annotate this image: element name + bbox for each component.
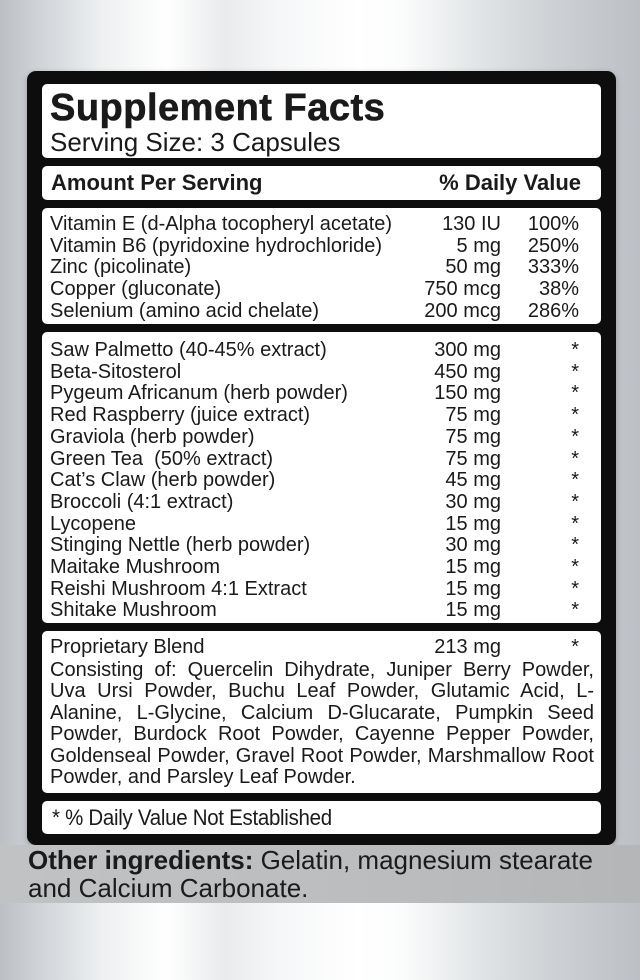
ingredient-daily-value: * bbox=[571, 404, 579, 427]
ingredient-name: Green Tea (50% extract) bbox=[50, 448, 274, 470]
ingredient-amount: 15 mg bbox=[445, 512, 501, 535]
ingredient-amount: 300 mg bbox=[434, 339, 501, 361]
serving-size-text: Serving Size: 3 Capsules bbox=[50, 127, 341, 157]
other-ingredients-value: Gelatin, magnesium stearate and Calcium … bbox=[28, 845, 593, 903]
ingredient-name: Vitamin E (d-Alpha tocopheryl acetate) bbox=[50, 214, 393, 235]
ingredient-daily-value: * bbox=[571, 339, 579, 361]
ingredient-row: Copper (gluconate) 750 mcg 38% bbox=[42, 278, 601, 301]
ingredient-name: Beta-Sitosterol bbox=[50, 361, 182, 383]
ingredient-daily-value: * bbox=[571, 382, 579, 405]
proprietary-blend-section: Proprietary Blend 213 mg * Consisting of… bbox=[42, 631, 601, 793]
ingredient-name: Proprietary Blend bbox=[50, 637, 205, 658]
ingredient-name: Pygeum Africanum (herb powder) bbox=[50, 383, 348, 405]
ingredient-row: Saw Palmetto (40-45% extract) 300 mg * bbox=[42, 339, 601, 362]
ingredient-daily-value: * bbox=[571, 447, 579, 470]
ingredient-amount: 150 mg bbox=[434, 382, 501, 405]
ingredient-name: Selenium (amino acid chelate) bbox=[50, 300, 320, 322]
ingredient-amount: 45 mg bbox=[445, 469, 501, 492]
ingredient-row: Stinging Nettle (herb powder) 30 mg * bbox=[42, 535, 601, 557]
ingredient-daily-value: * bbox=[571, 636, 579, 658]
ingredient-name: Shitake Mushroom bbox=[50, 600, 217, 622]
ingredient-daily-value: * bbox=[571, 534, 579, 557]
proprietary-blend-description: Consisting of: Quercelin Dihydrate, Juni… bbox=[50, 658, 594, 789]
ingredient-name: Maitake Mushroom bbox=[50, 557, 221, 579]
ingredient-row: Lycopene 15 mg * bbox=[42, 512, 601, 536]
ingredient-amount: 75 mg bbox=[445, 447, 501, 470]
proprietary-blend-row-container: Proprietary Blend 213 mg * bbox=[42, 636, 601, 659]
ingredient-row: Beta-Sitosterol 450 mg * bbox=[42, 360, 601, 384]
ingredient-row: Vitamin E (d-Alpha tocopheryl acetate) 1… bbox=[42, 213, 601, 236]
vitamins-minerals-section: Vitamin E (d-Alpha tocopheryl acetate) 1… bbox=[42, 208, 601, 324]
ingredient-row: Maitake Mushroom 15 mg * bbox=[42, 556, 601, 579]
daily-value-header: % Daily Value bbox=[439, 170, 581, 195]
ingredient-daily-value: * bbox=[571, 599, 579, 622]
ingredient-amount: 30 mg bbox=[445, 490, 501, 513]
ingredient-amount: 200 mcg bbox=[424, 299, 501, 322]
ingredient-amount: 130 IU bbox=[442, 213, 501, 235]
ingredient-row: Selenium (amino acid chelate) 200 mcg 28… bbox=[42, 299, 601, 323]
header-section: Supplement Facts Serving Size: 3 Capsule… bbox=[42, 84, 601, 158]
ingredient-amount: 15 mg bbox=[445, 577, 501, 600]
ingredient-daily-value: * bbox=[571, 360, 579, 383]
ingredient-row: Red Raspberry (juice extract) 75 mg * bbox=[42, 404, 601, 427]
ingredient-amount: 15 mg bbox=[445, 556, 501, 579]
ingredient-name: Copper (gluconate) bbox=[50, 279, 222, 301]
ingredient-amount: 75 mg bbox=[445, 404, 501, 427]
ingredient-name: Vitamin B6 (pyridoxine hydrochloride) bbox=[50, 235, 383, 257]
ingredient-row: Pygeum Africanum (herb powder) 150 mg * bbox=[42, 383, 601, 405]
other-ingredients-label: Other ingredients: bbox=[28, 845, 254, 875]
ingredient-row: Broccoli (4:1 extract) 30 mg * bbox=[42, 490, 601, 514]
ingredient-amount: 15 mg bbox=[445, 599, 501, 622]
ingredient-row: Green Tea (50% extract) 75 mg * bbox=[42, 447, 601, 471]
ingredient-daily-value: * bbox=[571, 490, 579, 513]
ingredient-daily-value: * bbox=[571, 556, 579, 579]
ingredient-daily-value: 333% bbox=[527, 256, 579, 279]
column-header-bar: Amount Per Serving % Daily Value bbox=[42, 166, 601, 200]
daily-value-footnote: * % Daily Value Not Established bbox=[52, 804, 332, 830]
ingredient-daily-value: 286% bbox=[527, 299, 579, 322]
ingredient-row: Reishi Mushroom 4:1 Extract 15 mg * bbox=[42, 577, 601, 601]
ingredient-name: Cat’s Claw (herb powder) bbox=[50, 470, 276, 492]
ingredient-daily-value: * bbox=[571, 425, 579, 448]
ingredient-amount: 450 mg bbox=[434, 360, 501, 383]
ingredient-name: Lycopene bbox=[50, 513, 136, 535]
ingredient-amount: 5 mg bbox=[456, 234, 501, 257]
ingredient-daily-value: 250% bbox=[527, 234, 579, 257]
ingredient-row: Zinc (picolinate) 50 mg 333% bbox=[42, 257, 601, 279]
herbal-ingredients-section: Saw Palmetto (40-45% extract) 300 mg * B… bbox=[42, 332, 601, 623]
ingredient-amount: 30 mg bbox=[445, 534, 501, 557]
ingredient-daily-value: 38% bbox=[538, 278, 579, 301]
ingredient-daily-value: 100% bbox=[527, 213, 579, 235]
ingredient-amount: 75 mg bbox=[445, 425, 501, 448]
ingredient-row: Shitake Mushroom 15 mg * bbox=[42, 600, 601, 622]
ingredient-name: Red Raspberry (juice extract) bbox=[50, 405, 311, 427]
ingredient-name: Broccoli (4:1 extract) bbox=[50, 491, 234, 513]
other-ingredients-text: Other ingredients: Gelatin, magnesium st… bbox=[28, 846, 632, 902]
ingredient-name: Reishi Mushroom 4:1 Extract bbox=[50, 578, 307, 600]
ingredient-daily-value: * bbox=[571, 512, 579, 535]
ingredient-row: Vitamin B6 (pyridoxine hydrochloride) 5 … bbox=[42, 234, 601, 258]
ingredient-amount: 750 mcg bbox=[424, 278, 501, 301]
ingredient-name: Saw Palmetto (40-45% extract) bbox=[50, 340, 327, 361]
ingredient-name: Stinging Nettle (herb powder) bbox=[50, 535, 311, 557]
supplement-facts-title: Supplement Facts bbox=[50, 87, 386, 129]
ingredient-name: Graviola (herb powder) bbox=[50, 426, 255, 448]
ingredient-daily-value: * bbox=[571, 577, 579, 600]
ingredient-amount: 50 mg bbox=[445, 256, 501, 279]
ingredient-row: Graviola (herb powder) 75 mg * bbox=[42, 425, 601, 449]
supplement-facts-panel: Supplement Facts Serving Size: 3 Capsule… bbox=[27, 71, 616, 845]
ingredient-row: Proprietary Blend 213 mg * bbox=[42, 636, 601, 659]
amount-per-serving-header: Amount Per Serving bbox=[51, 170, 263, 195]
footnote-section: * % Daily Value Not Established bbox=[42, 801, 601, 834]
ingredient-name: Zinc (picolinate) bbox=[50, 257, 192, 279]
ingredient-row: Cat’s Claw (herb powder) 45 mg * bbox=[42, 470, 601, 492]
other-ingredients-band: Other ingredients: Gelatin, magnesium st… bbox=[0, 845, 640, 903]
ingredient-daily-value: * bbox=[571, 469, 579, 492]
ingredient-amount: 213 mg bbox=[434, 636, 501, 658]
